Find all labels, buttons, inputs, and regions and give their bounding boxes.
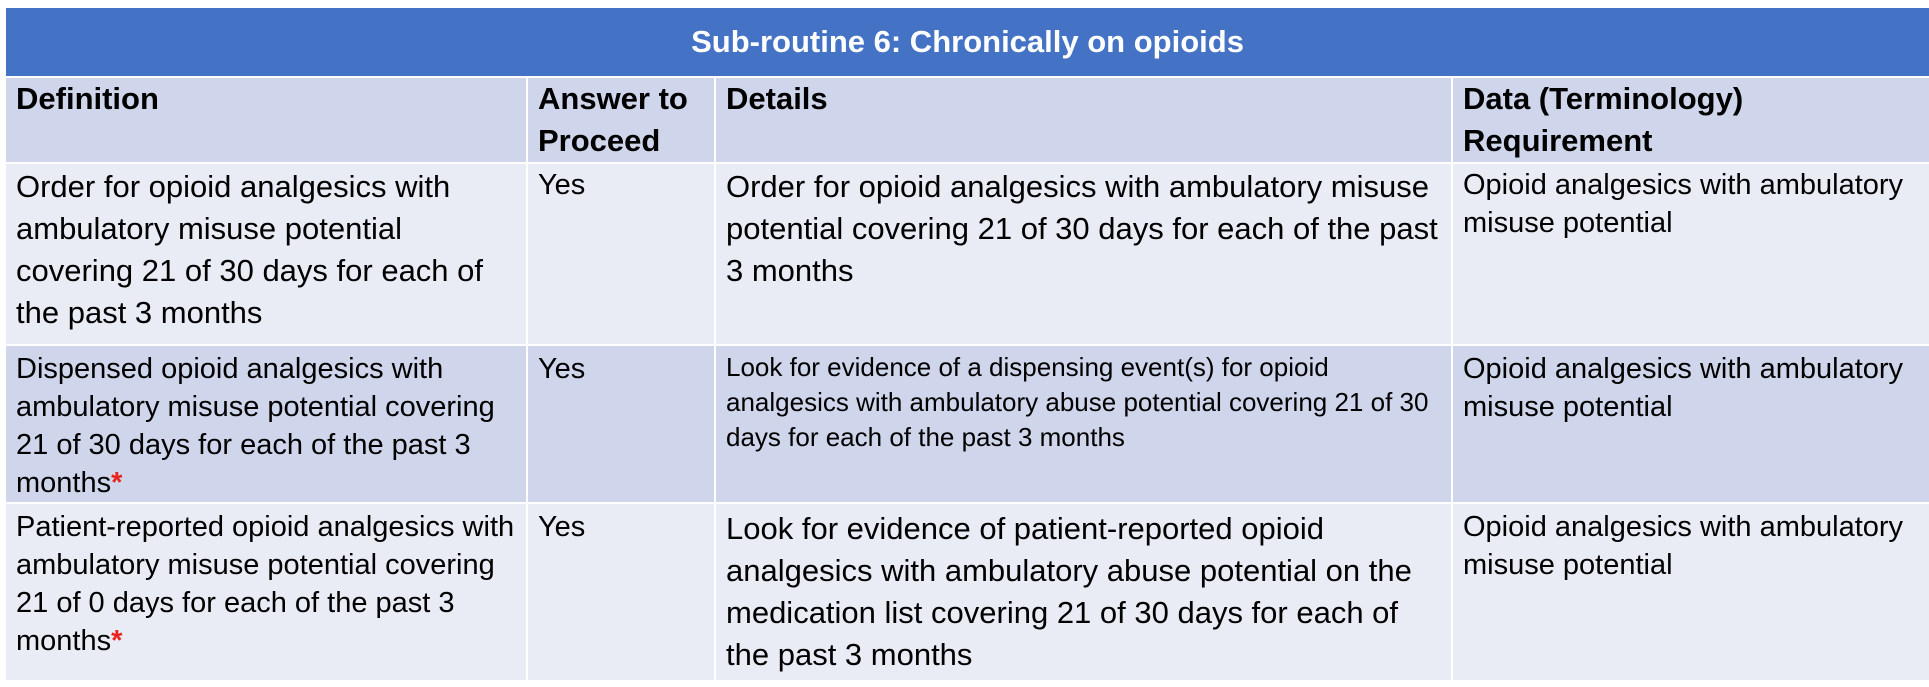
header-answer-to-proceed: Answer to Proceed	[526, 76, 716, 164]
answer-cell: Yes	[526, 162, 716, 346]
definition-text: Dispensed opioid analgesics with ambulat…	[16, 353, 495, 499]
header-definition: Definition	[4, 76, 528, 164]
definition-cell: Patient-reported opioid analgesics with …	[4, 502, 528, 682]
requirement-cell: Opioid analgesics with ambulatory misuse…	[1450, 344, 1929, 504]
header-row: Definition Answer to Proceed Details Dat…	[4, 76, 1929, 164]
details-cell: Look for evidence of a dispensing event(…	[714, 344, 1453, 504]
table-row: Order for opioid analgesics with ambulat…	[4, 162, 1929, 346]
definition-cell: Dispensed opioid analgesics with ambulat…	[4, 344, 528, 504]
requirement-cell: Opioid analgesics with ambulatory misuse…	[1450, 502, 1929, 682]
definition-cell: Order for opioid analgesics with ambulat…	[4, 162, 528, 346]
table-title: Sub-routine 6: Chronically on opioids	[3, 6, 1929, 78]
definition-text: Patient-reported opioid analgesics with …	[16, 511, 515, 657]
title-row: Sub-routine 6: Chronically on opioids	[3, 6, 1929, 78]
table-container: Sub-routine 6: Chronically on opioids De…	[3, 6, 1929, 682]
answer-cell: Yes	[526, 344, 716, 504]
table-row: Dispensed opioid analgesics with ambulat…	[4, 344, 1929, 504]
table-row: Patient-reported opioid analgesics with …	[4, 502, 1929, 682]
answer-cell: Yes	[526, 502, 716, 682]
details-cell: Order for opioid analgesics with ambulat…	[714, 162, 1453, 346]
requirement-cell: Opioid analgesics with ambulatory misuse…	[1450, 162, 1929, 346]
header-data-requirement: Data (Terminology) Requirement	[1450, 76, 1929, 164]
footnote-marker: *	[111, 625, 123, 657]
definition-text: Order for opioid analgesics with ambulat…	[16, 169, 484, 330]
header-details: Details	[714, 76, 1453, 164]
details-cell: Look for evidence of patient-reported op…	[714, 502, 1453, 682]
footnote-marker: *	[111, 467, 123, 499]
subroutine-table: Sub-routine 6: Chronically on opioids De…	[3, 6, 1929, 682]
